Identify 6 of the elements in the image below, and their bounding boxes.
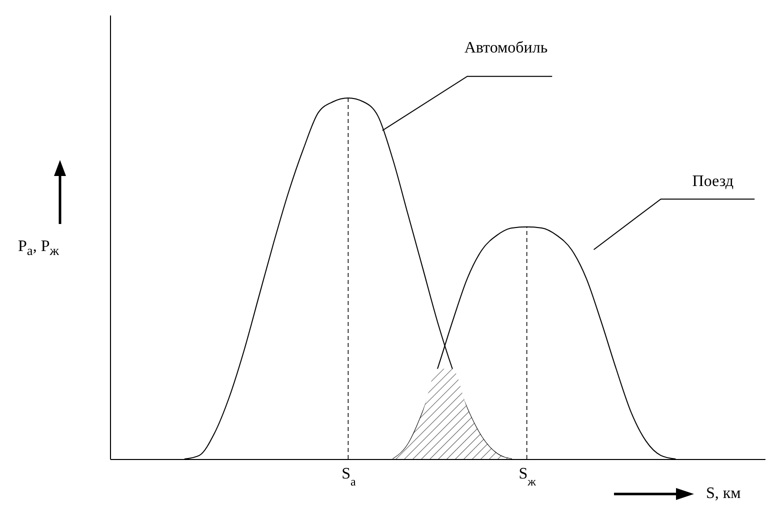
x-tick-label: S$_{а}$ <box>342 466 356 488</box>
y-axis-title: P$_{а}$, P$_{ж}$ <box>18 238 59 260</box>
x-tick-label: S$_{ж}$ <box>518 466 537 488</box>
x-axis-title: S, км <box>706 485 741 503</box>
text: Автомобиль <box>464 39 548 56</box>
text: Поезд <box>692 173 734 190</box>
